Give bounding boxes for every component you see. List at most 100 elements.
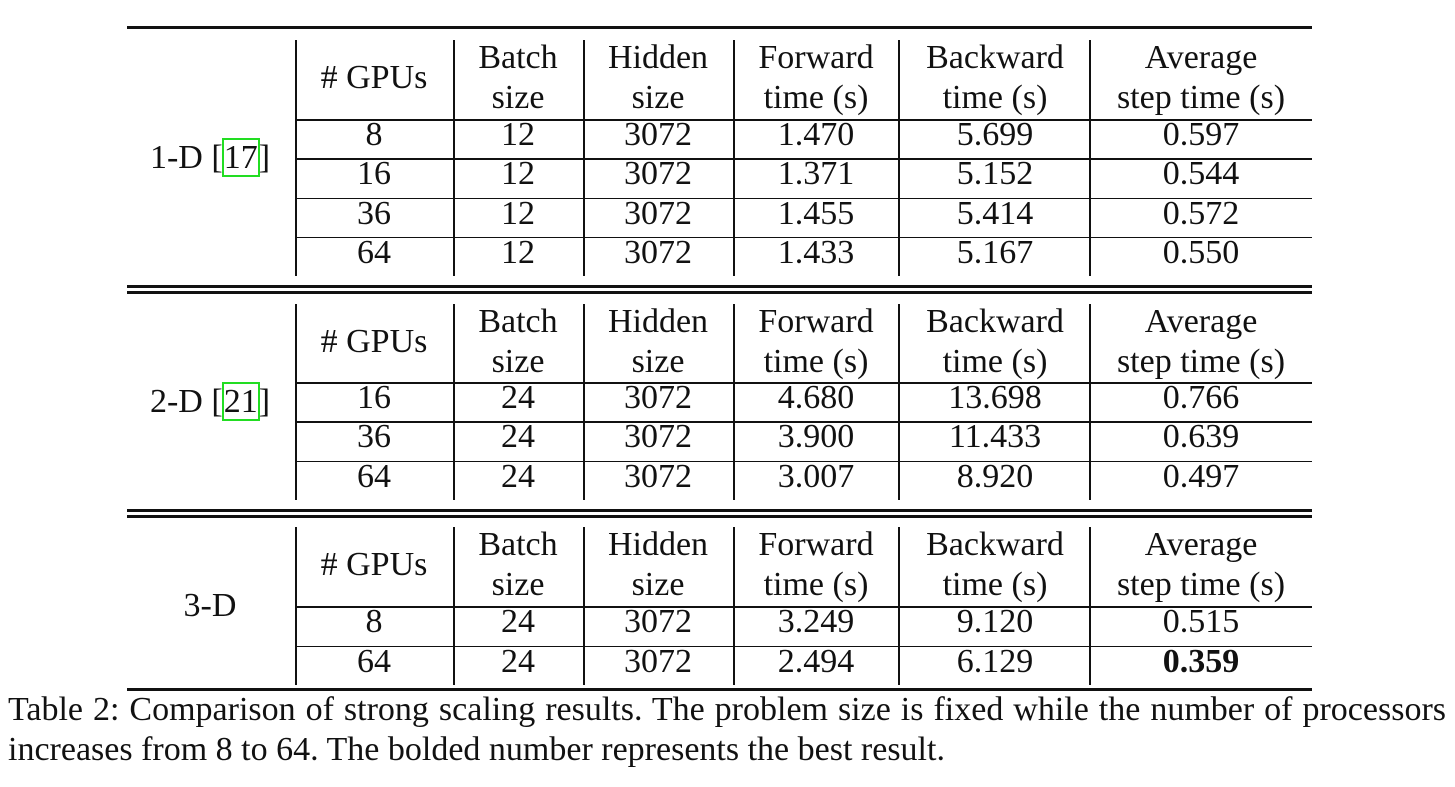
- column-header-line: Batch: [478, 526, 558, 563]
- column-header-line: Backward: [926, 39, 1064, 76]
- column-divider: [898, 40, 900, 276]
- group-label-text: 3-D: [183, 587, 237, 624]
- group-label-bracket: ]: [258, 139, 271, 176]
- row-rule: [295, 197, 1312, 199]
- table-cell: 1.371: [777, 155, 855, 193]
- column-divider: [1089, 40, 1091, 276]
- table-cell: 24: [501, 603, 535, 640]
- table-cell: 3072: [624, 233, 692, 271]
- table-cell: 16: [357, 379, 391, 416]
- column-divider: [583, 304, 585, 500]
- column-divider: [295, 40, 297, 276]
- header-rule: [295, 382, 1312, 384]
- column-header-line: size: [491, 566, 545, 603]
- table-cell: 13.698: [948, 379, 1042, 416]
- table-cell: 24: [501, 418, 535, 456]
- table-cell: 5.152: [956, 155, 1034, 193]
- column-header: Hidden size: [548, 38, 768, 118]
- table-cell: 3072: [624, 457, 692, 495]
- table-cell: 0.597: [1162, 116, 1240, 153]
- group-label: 1-D [17]: [120, 138, 300, 178]
- table-cell: 5.414: [956, 194, 1034, 232]
- column-header: Batch size: [408, 302, 628, 382]
- column-header: Forward time (s): [706, 302, 926, 382]
- table-cell: 1.470: [777, 116, 855, 153]
- column-header-line: time (s): [942, 343, 1048, 380]
- column-header-line: # GPUs: [320, 323, 428, 360]
- table-cell: 1.455: [777, 194, 855, 232]
- column-header: Batch size: [408, 525, 628, 605]
- column-header-line: Average: [1144, 303, 1258, 340]
- column-header-line: time (s): [942, 79, 1048, 116]
- table-cell: 0.766: [1162, 379, 1240, 416]
- header-rule: [295, 119, 1312, 121]
- row-rule: [295, 421, 1312, 423]
- table-cell: 24: [501, 457, 535, 495]
- table-cell: 4.680: [777, 379, 855, 416]
- table-cell: 12: [501, 233, 535, 271]
- group-label: 2-D [21]: [120, 382, 300, 422]
- column-header-line: # GPUs: [320, 59, 428, 96]
- group-double-rule: [127, 285, 1312, 288]
- table-cell: 8: [365, 603, 383, 640]
- column-header: # GPUs: [264, 58, 484, 98]
- column-header-line: Batch: [478, 303, 558, 340]
- column-header-line: Forward: [758, 303, 874, 340]
- group-label-bracket: ]: [258, 383, 271, 420]
- header-rule: [295, 606, 1312, 608]
- column-header-line: time (s): [763, 343, 869, 380]
- table-cell: 3.249: [777, 603, 855, 640]
- column-header-line: Average: [1144, 39, 1258, 76]
- table-cell: 3.900: [777, 418, 855, 456]
- row-rule: [295, 645, 1312, 647]
- table-cell: 3072: [624, 379, 692, 416]
- column-header: Batch size: [408, 38, 628, 118]
- group-label-text: 2-D [: [149, 383, 223, 420]
- column-header: Backward time (s): [885, 525, 1105, 605]
- table-cell: 5.167: [956, 233, 1034, 271]
- column-header: Forward time (s): [706, 525, 926, 605]
- column-header-line: Batch: [478, 39, 558, 76]
- column-header-line: time (s): [763, 566, 869, 603]
- column-header-line: size: [631, 343, 685, 380]
- row-rule: [295, 158, 1312, 160]
- column-header: Average step time (s): [1091, 525, 1311, 605]
- column-header-line: Backward: [926, 526, 1064, 563]
- table-cell: 11.433: [948, 418, 1042, 456]
- row-rule: [295, 236, 1312, 239]
- group-double-rule: [127, 291, 1312, 294]
- group-label: 3-D: [120, 586, 300, 626]
- column-header: Average step time (s): [1091, 38, 1311, 118]
- column-header: # GPUs: [264, 545, 484, 585]
- column-header-line: size: [631, 79, 685, 116]
- table-cell: 16: [357, 155, 391, 193]
- group-double-rule: [127, 515, 1312, 518]
- citation-link[interactable]: 21: [221, 382, 260, 421]
- column-header-line: time (s): [942, 566, 1048, 603]
- table-cell: 36: [357, 194, 391, 232]
- table-cell: 0.572: [1162, 194, 1240, 232]
- table-cell: 3.007: [777, 457, 855, 495]
- citation-link[interactable]: 17: [221, 138, 260, 177]
- table-cell: 64: [357, 642, 391, 680]
- column-header-line: Hidden: [607, 303, 709, 340]
- table-cell: 3072: [624, 116, 692, 153]
- column-divider: [453, 304, 455, 500]
- table-cell: 0.515: [1162, 603, 1240, 640]
- row-rule: [295, 460, 1312, 463]
- column-header: Hidden size: [548, 302, 768, 382]
- column-header-line: Hidden: [607, 39, 709, 76]
- table-cell: 12: [501, 116, 535, 153]
- table-cell: 6.129: [956, 642, 1034, 680]
- column-divider: [1089, 304, 1091, 500]
- table-cell: 12: [501, 194, 535, 232]
- table-cell: 8: [365, 116, 383, 153]
- table-cell: 3072: [624, 642, 692, 680]
- column-header: Backward time (s): [885, 38, 1105, 118]
- column-header-line: Forward: [758, 39, 874, 76]
- column-header: Forward time (s): [706, 38, 926, 118]
- column-divider: [295, 304, 297, 500]
- column-header-line: # GPUs: [320, 546, 428, 583]
- table-cell: 0.550: [1162, 233, 1240, 271]
- table-cell: 3072: [624, 603, 692, 640]
